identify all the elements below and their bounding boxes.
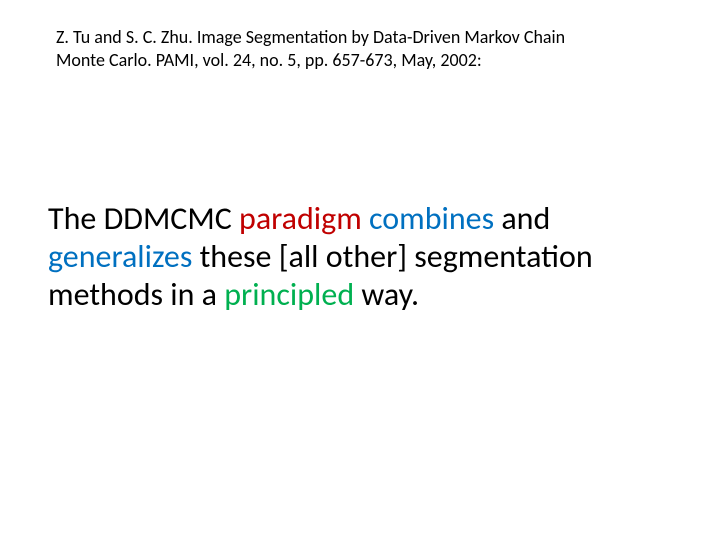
body-seg-7: principled <box>224 275 361 314</box>
body-text: The DDMCMC paradigm combines and general… <box>48 200 672 313</box>
body-seg-4: and <box>501 199 550 238</box>
citation-line-2: Monte Carlo. PAMI, vol. 24, no. 5, pp. 6… <box>56 49 482 71</box>
body-seg-3: combines <box>369 199 501 238</box>
citation-line-1: Z. Tu and S. C. Zhu. Image Segmentation … <box>56 26 565 48</box>
body-seg-5: generalizes <box>48 237 200 276</box>
citation-block: Z. Tu and S. C. Zhu. Image Segmentation … <box>56 26 656 71</box>
body-seg-8: way. <box>361 275 419 314</box>
body-seg-2: paradigm <box>239 199 369 238</box>
slide: Z. Tu and S. C. Zhu. Image Segmentation … <box>0 0 720 540</box>
body-seg-1: The DDMCMC <box>48 199 239 238</box>
